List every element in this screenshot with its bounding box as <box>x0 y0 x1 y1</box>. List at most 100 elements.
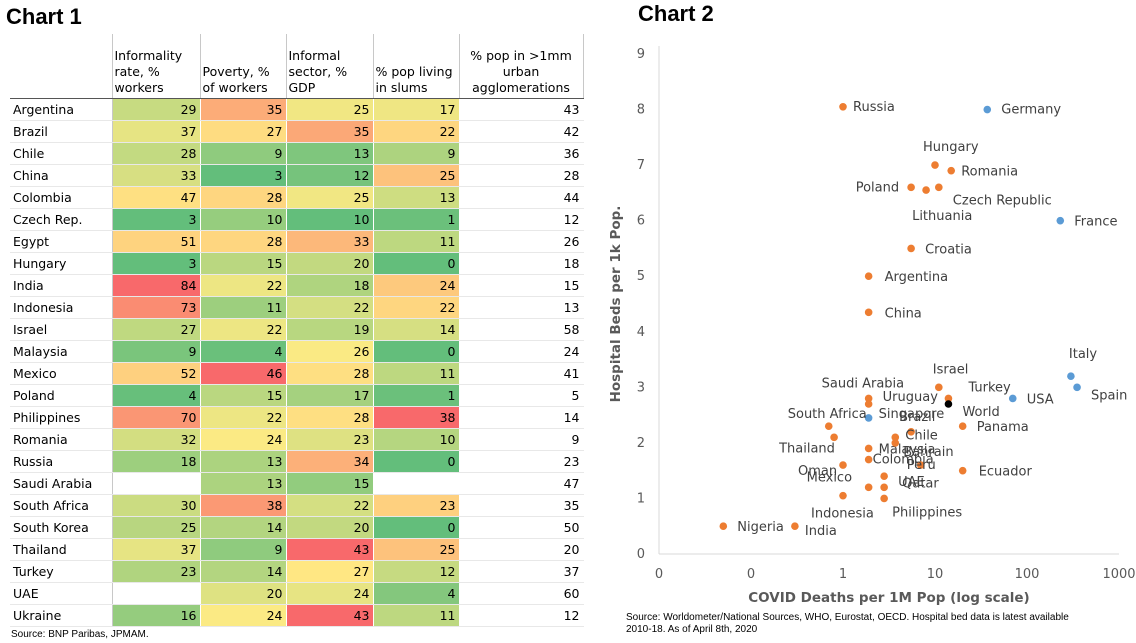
value-cell: 52 <box>112 362 201 385</box>
country-cell: Chile <box>10 142 113 165</box>
value-cell: 0 <box>373 340 460 363</box>
point-label: Lithuania <box>912 209 972 224</box>
value-cell: 11 <box>373 604 460 627</box>
x-tick-label: 1 <box>839 567 847 582</box>
point-south-africa <box>824 422 833 431</box>
point-czech-republic <box>935 183 943 192</box>
point-bahrain <box>891 439 900 447</box>
value-cell: 34 <box>286 450 374 473</box>
y-tick-label: 0 <box>637 547 645 562</box>
value-cell: 24 <box>373 274 460 297</box>
value-cell: 28 <box>286 362 374 385</box>
y-axis-label: Hospital Beds per 1k Pop. <box>608 206 624 403</box>
country-cell: Saudi Arabia <box>10 472 113 495</box>
point-label: UAE <box>898 475 925 490</box>
point-label: World <box>962 405 999 420</box>
table-row: Egypt 51 28 33 11 26 <box>10 230 584 253</box>
point-uruguay <box>864 400 873 408</box>
point-israel <box>935 383 943 392</box>
table-row: Thailand 37 9 43 25 20 <box>10 538 584 561</box>
point-ecuador <box>958 466 967 475</box>
value-cell: 23 <box>112 560 201 583</box>
point-label: Israel <box>933 362 969 377</box>
value-cell: 9 <box>200 142 287 165</box>
y-tick-label: 3 <box>637 380 645 395</box>
point-usa <box>1008 394 1017 403</box>
y-tick-label: 2 <box>637 436 645 451</box>
value-cell: 1 <box>373 384 460 407</box>
table-row: South Korea 25 14 20 0 50 <box>10 516 584 539</box>
value-cell: 26 <box>286 340 374 363</box>
table-row: Israel 27 22 19 14 58 <box>10 318 584 341</box>
value-cell: 15 <box>200 384 287 407</box>
point-label: Ecuador <box>979 465 1033 480</box>
value-cell: 11 <box>200 296 287 319</box>
table-row: Philippines 70 22 28 38 14 <box>10 406 584 429</box>
country-cell: Mexico <box>10 362 113 385</box>
point-label: Czech Republic <box>953 193 1052 208</box>
point-label: Spain <box>1091 388 1127 403</box>
value-cell: 9 <box>200 538 287 561</box>
chart1-source: Source: BNP Paribas, JPMAM. <box>11 629 149 640</box>
point-russia <box>839 102 847 111</box>
y-tick-label: 4 <box>637 325 645 340</box>
point-romania <box>947 166 956 175</box>
value-cell: 60 <box>458 582 584 605</box>
value-cell: 25 <box>286 186 374 209</box>
value-cell: 25 <box>373 538 460 561</box>
value-cell: 10 <box>373 428 460 451</box>
point-brazil <box>907 427 915 436</box>
country-cell: Philippines <box>10 406 113 429</box>
value-cell: 3 <box>112 208 201 231</box>
value-cell: 27 <box>286 560 374 583</box>
point-uae <box>880 472 888 481</box>
value-cell: 23 <box>458 450 584 473</box>
point-label: Poland <box>856 180 899 195</box>
table-row: Brazil 37 27 35 22 42 <box>10 120 584 143</box>
table-row: Ukraine 16 24 43 11 12 <box>10 604 584 627</box>
point-qatar <box>880 483 888 492</box>
chart2-source: Source: Worldometer/National Sources, WH… <box>626 612 1069 635</box>
point-world <box>944 400 953 408</box>
x-axis-label: COVID Deaths per 1M Pop (log scale) <box>748 590 1029 606</box>
table-row: Chile 28 9 13 9 36 <box>10 142 584 165</box>
table-row: Mexico 52 46 28 11 41 <box>10 362 584 385</box>
value-cell: 11 <box>373 362 460 385</box>
country-cell: Brazil <box>10 120 113 143</box>
value-cell: 22 <box>200 274 287 297</box>
value-cell: 44 <box>458 186 584 209</box>
value-cell: 43 <box>286 538 374 561</box>
table-row: Argentina 29 35 25 17 43 <box>10 98 584 121</box>
x-tick-label: 100 <box>1015 567 1040 582</box>
country-cell: Czech Rep. <box>10 208 113 231</box>
country-cell: South Korea <box>10 516 113 539</box>
value-cell: 9 <box>112 340 201 363</box>
value-cell: 38 <box>373 406 460 429</box>
value-cell: 23 <box>373 494 460 517</box>
value-cell: 0 <box>373 450 460 473</box>
value-cell: 35 <box>286 120 374 143</box>
value-cell: 9 <box>458 428 584 451</box>
point-label: Qatar <box>902 476 939 491</box>
value-cell: 36 <box>458 142 584 165</box>
value-cell: 24 <box>200 604 287 627</box>
value-cell: 10 <box>200 208 287 231</box>
table-row: Turkey 23 14 27 12 37 <box>10 560 584 583</box>
value-cell: 25 <box>286 98 374 121</box>
country-cell: Colombia <box>10 186 113 209</box>
country-cell: UAE <box>10 582 113 605</box>
value-cell: 12 <box>286 164 374 187</box>
value-cell: 23 <box>286 428 374 451</box>
chart1-title: Chart 1 <box>6 4 82 29</box>
table-row: China 33 3 12 25 28 <box>10 164 584 187</box>
country-cell: Argentina <box>10 98 113 121</box>
x-tick-label: 1000 <box>1102 567 1135 582</box>
point-thailand <box>830 433 838 442</box>
value-cell: 84 <box>112 274 201 297</box>
point-oman <box>839 461 847 469</box>
value-cell: 73 <box>112 296 201 319</box>
value-cell: 22 <box>286 494 374 517</box>
country-cell: India <box>10 274 113 297</box>
value-cell: 47 <box>458 472 584 495</box>
y-tick-label: 6 <box>637 214 645 229</box>
